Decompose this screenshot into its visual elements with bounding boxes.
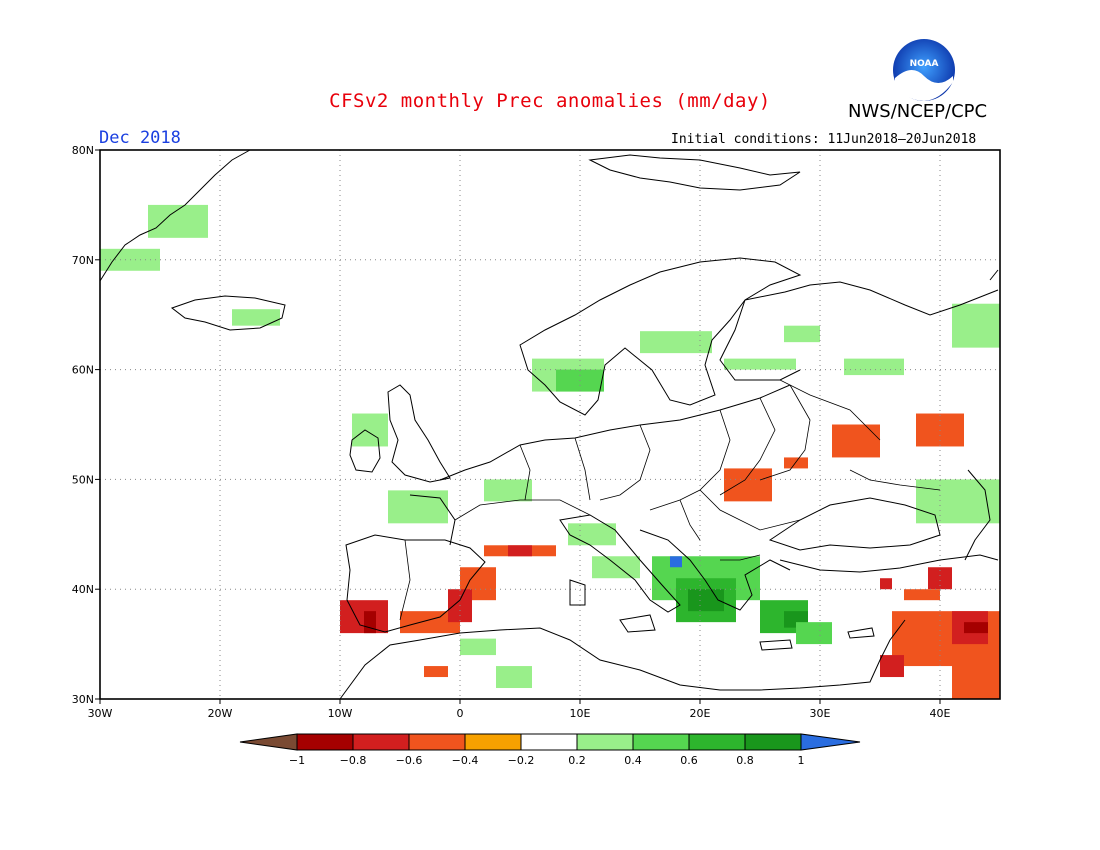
colorbar: −1 −0.8 −0.6 −0.4 −0.2 0.2 0.4 0.6 0.8 1 — [239, 733, 861, 767]
lat-label: 30N — [72, 693, 94, 706]
map-frame — [99, 149, 1001, 700]
lat-label: 40N — [72, 583, 94, 596]
anomaly-region-pos02 — [952, 303, 1000, 348]
anomaly-region-neg04 — [400, 611, 460, 634]
lon-label: 10E — [570, 707, 591, 720]
anomaly-region-pos02 — [484, 479, 532, 502]
lon-label: 0 — [457, 707, 464, 720]
anomaly-region-pos02 — [724, 358, 796, 370]
anomaly-region-neg04 — [904, 589, 940, 601]
anomaly-region-pos02 — [496, 666, 532, 689]
colorbar-label: −0.4 — [452, 754, 479, 767]
colorbar-swatch-pos04 — [632, 733, 690, 751]
lat-label: 70N — [72, 254, 94, 267]
colorbar-swatch-pos08 — [744, 733, 802, 751]
lon-label: 20W — [208, 707, 233, 720]
initial-conditions: Initial conditions: 11Jun2018–20Jun2018 — [671, 132, 977, 147]
colorbar-label: 0.4 — [624, 754, 642, 767]
lon-label: 30W — [88, 707, 113, 720]
colorbar-label: 1 — [798, 754, 805, 767]
anomaly-region-neg04 — [916, 413, 964, 447]
colorbar-label: −1 — [289, 754, 305, 767]
anomaly-region-pos02 — [916, 479, 1000, 524]
lon-label: 40E — [930, 707, 951, 720]
colorbar-label: 0.6 — [680, 754, 698, 767]
forecast-period: Dec 2018 — [99, 128, 181, 148]
colorbar-swatch-neg06 — [352, 733, 410, 751]
anomaly-region-neg06 — [928, 567, 952, 590]
colorbar-swatch-pos06 — [688, 733, 746, 751]
anomaly-region-pos1 — [670, 556, 682, 568]
colorbar-high-arrow — [800, 733, 861, 751]
lat-label: 80N — [72, 144, 94, 157]
lon-label: 30E — [810, 707, 831, 720]
anomaly-region-neg06 — [880, 655, 904, 678]
colorbar-swatch-neg04 — [408, 733, 466, 751]
graticule — [100, 150, 1000, 699]
longitude-labels: 30W 20W 10W 0 10E 20E 30E 40E — [88, 699, 951, 720]
anomaly-region-neg04 — [832, 424, 880, 458]
anomaly-region-pos02 — [148, 204, 208, 238]
colorbar-swatch-zero — [520, 733, 578, 751]
lat-label: 60N — [72, 364, 94, 377]
colorbar-label: 0.2 — [568, 754, 586, 767]
chart-title: CFSv2 monthly Prec anomalies (mm/day) — [329, 90, 771, 112]
anomaly-region-neg06 — [508, 545, 532, 557]
country-borders — [399, 379, 941, 621]
colorbar-low-arrow — [239, 733, 298, 751]
anomaly-region-pos04 — [796, 622, 832, 645]
latitude-labels: 30N 40N 50N 60N 70N 80N — [72, 144, 100, 706]
colorbar-swatch-neg08 — [296, 733, 354, 751]
anomaly-region-pos02 — [784, 325, 820, 343]
anomaly-region-pos02 — [352, 413, 388, 447]
colorbar-swatch-pos02 — [576, 733, 634, 751]
colorbar-label: −0.8 — [340, 754, 367, 767]
lat-label: 50N — [72, 473, 94, 486]
colorbar-label: 0.8 — [736, 754, 754, 767]
colorbar-label: −0.6 — [396, 754, 423, 767]
anomaly-regions — [100, 204, 1000, 699]
noaa-logo: NOAA — [893, 39, 955, 101]
organization-label: NWS/NCEP/CPC — [848, 101, 988, 122]
lon-label: 10W — [328, 707, 353, 720]
anomaly-region-pos02 — [844, 358, 904, 376]
colorbar-swatch-neg02 — [464, 733, 522, 751]
anomaly-region-neg08 — [964, 622, 988, 634]
anomaly-region-neg08 — [364, 611, 376, 634]
anomaly-region-pos02 — [232, 309, 280, 326]
anomaly-region-neg04 — [424, 666, 448, 678]
anomaly-region-neg06 — [880, 578, 892, 590]
colorbar-label: −0.2 — [508, 754, 535, 767]
anomaly-region-pos02 — [640, 331, 712, 354]
coastlines — [99, 149, 999, 700]
lon-label: 20E — [690, 707, 711, 720]
noaa-logo-text: NOAA — [910, 59, 939, 69]
anomaly-region-pos02 — [592, 556, 640, 579]
anomaly-region-neg04 — [784, 457, 808, 469]
anomaly-region-pos02 — [460, 638, 496, 656]
anomaly-region-neg04 — [724, 468, 772, 502]
